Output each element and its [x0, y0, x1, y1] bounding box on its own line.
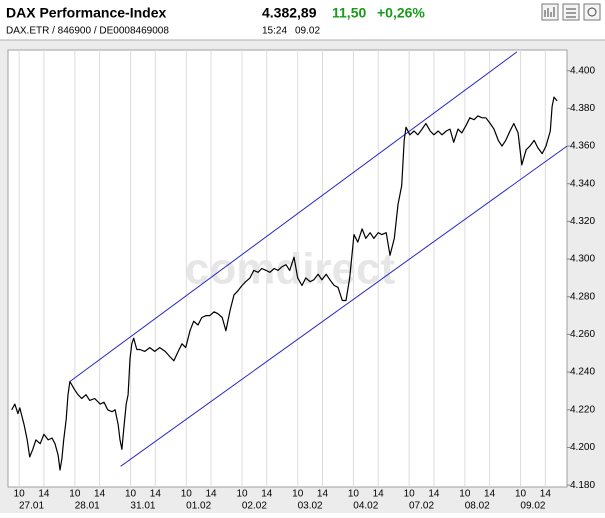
price: 4.382,89	[262, 5, 317, 21]
trend-line	[120, 145, 567, 467]
x-tick-label: 10	[404, 489, 416, 500]
y-tick-label: 4.340	[570, 178, 595, 189]
settings-icon-glyph	[587, 7, 597, 17]
price-line	[11, 96, 558, 471]
x-tick-label: 10	[181, 489, 193, 500]
header-bar	[0, 0, 605, 40]
trend-line	[69, 51, 518, 382]
x-tick-label: 14	[540, 489, 552, 500]
x-day-label: 31.01	[130, 501, 155, 512]
plot-content	[11, 51, 567, 471]
x-day-label: 02.02	[242, 501, 267, 512]
axis-labels: 4.180 4.200 4.220 4.240 4.260 4.280 4.300 4.320…	[14, 65, 596, 511]
x-day-label: 08.02	[465, 501, 490, 512]
change-pct: +0,26%	[377, 5, 425, 21]
y-tick-label: 4.280	[570, 291, 595, 302]
y-tick-label: 4.360	[570, 141, 595, 152]
x-tick-label: 14	[428, 489, 440, 500]
x-tick-label: 14	[150, 489, 162, 500]
y-tick-label: 4.200	[570, 442, 595, 453]
x-day-label: 27.01	[19, 501, 44, 512]
subtitle: DAX.ETR / 846900 / DE0008469008	[6, 26, 169, 37]
x-tick-label: 10	[515, 489, 527, 500]
y-tick-label: 4.220	[570, 404, 595, 415]
x-tick-label: 10	[292, 489, 304, 500]
x-day-label: 03.02	[298, 501, 323, 512]
title: DAX Performance-Index	[6, 5, 166, 21]
x-tick-label: 10	[459, 489, 471, 500]
time: 15:24	[262, 26, 287, 37]
y-tick-label: 4.400	[570, 65, 595, 76]
x-day-label: 09.02	[520, 501, 545, 512]
toolbar	[541, 3, 601, 21]
x-tick-label: 14	[261, 489, 273, 500]
settings-icon[interactable]	[583, 3, 601, 21]
x-tick-label: 14	[94, 489, 106, 500]
change: 11,50	[332, 5, 366, 21]
x-day-label: 04.02	[353, 501, 378, 512]
x-day-label: 28.01	[75, 501, 100, 512]
date: 09.02	[295, 26, 320, 37]
chart-icon[interactable]	[541, 3, 559, 21]
chart-icon-glyph	[544, 7, 555, 17]
grid	[18, 50, 546, 487]
x-tick-label: 10	[348, 489, 360, 500]
y-tick-label: 4.300	[570, 254, 595, 265]
x-tick-label: 10	[236, 489, 248, 500]
x-tick-label: 10	[14, 489, 26, 500]
x-day-label: 01.02	[186, 501, 211, 512]
table-icon-glyph	[566, 8, 576, 18]
x-day-label: 07.02	[409, 501, 434, 512]
plot-area	[7, 49, 568, 488]
x-tick-label: 14	[205, 489, 217, 500]
x-tick-label: 14	[484, 489, 496, 500]
y-tick-label: 4.180	[570, 480, 595, 491]
y-tick-label: 4.260	[570, 329, 595, 340]
x-tick-label: 14	[317, 489, 329, 500]
y-tick-label: 4.320	[570, 216, 595, 227]
y-tick-label: 4.240	[570, 367, 595, 378]
x-tick-label: 14	[373, 489, 385, 500]
x-tick-label: 14	[38, 489, 50, 500]
y-tick-label: 4.380	[570, 103, 595, 114]
x-tick-label: 10	[69, 489, 81, 500]
x-tick-label: 10	[125, 489, 137, 500]
table-icon[interactable]	[562, 3, 580, 21]
